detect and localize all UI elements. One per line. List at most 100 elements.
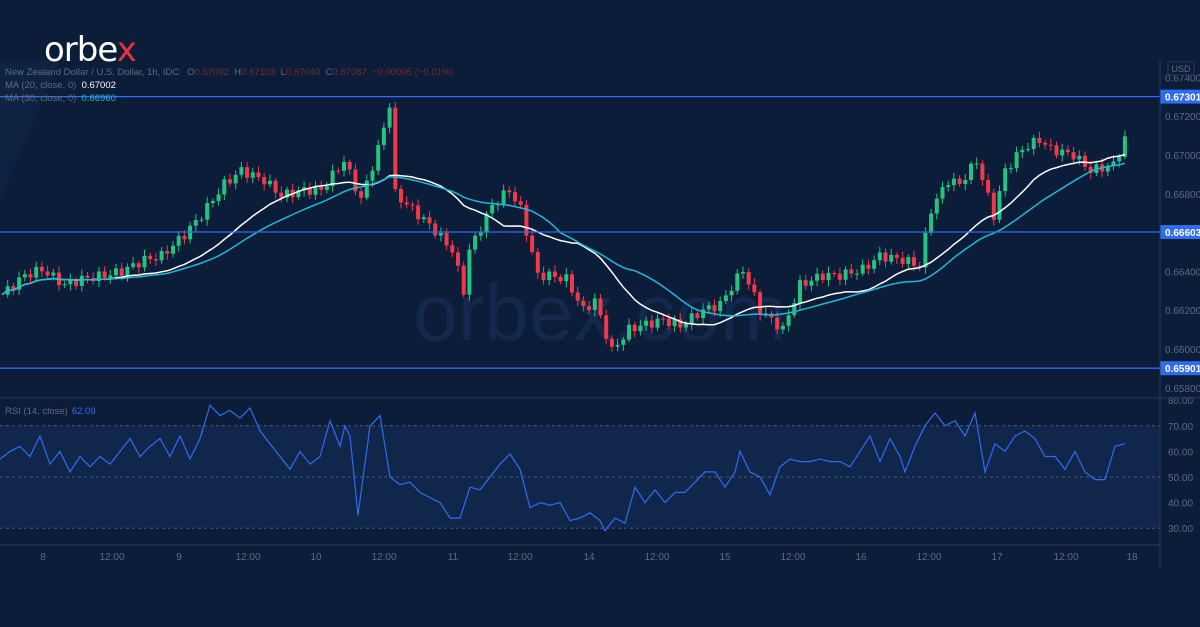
- candle-body: [28, 274, 33, 278]
- chart-legend: New Zealand Dollar / U.S. Dollar, 1h, ID…: [5, 66, 453, 105]
- candle-body: [951, 178, 956, 186]
- rsi-line: [0, 404, 1126, 532]
- candle-body: [68, 280, 73, 285]
- candle-body: [427, 217, 432, 224]
- candle-body: [456, 252, 460, 266]
- candle-body: [746, 271, 751, 285]
- candle-body: [438, 232, 443, 236]
- candle-body: [1014, 152, 1019, 169]
- candle-body: [17, 277, 22, 290]
- candle-body: [837, 273, 842, 280]
- ma20-label: MA (20, close, 0): [5, 80, 77, 91]
- candle-body: [946, 185, 951, 188]
- candle-body: [1122, 136, 1127, 157]
- candle-body: [957, 178, 962, 185]
- candle-body: [723, 295, 728, 301]
- candle-body: [153, 258, 158, 261]
- level-price-label: 0.67301: [1165, 93, 1200, 104]
- candle-body: [969, 163, 973, 181]
- rsi-tick-label: 50.00: [1168, 473, 1193, 484]
- candle-body: [353, 169, 358, 192]
- candle-body: [615, 344, 620, 347]
- rsi-label: RSI (14, close): [5, 406, 68, 417]
- candle-body: [917, 265, 922, 268]
- candle-body: [666, 318, 671, 327]
- candle-body: [718, 300, 723, 312]
- candle-body: [535, 251, 540, 273]
- candle-body: [672, 319, 677, 327]
- candle-body: [1060, 149, 1065, 156]
- symbol-name[interactable]: New Zealand Dollar / U.S. Dollar, 1h, ID…: [5, 67, 180, 78]
- candle-body: [262, 176, 267, 185]
- candle-body: [313, 186, 318, 195]
- high-label: H: [234, 67, 242, 78]
- candle-body: [421, 217, 426, 220]
- time-tick-label: 12:00: [235, 552, 260, 563]
- candle-body: [364, 180, 369, 198]
- candle-body: [176, 235, 181, 246]
- candle-body: [507, 190, 512, 193]
- time-tick-label: 18: [1126, 552, 1138, 563]
- candle-body: [843, 269, 848, 280]
- candle-body: [171, 245, 175, 254]
- orbex-logo: orbex: [44, 30, 137, 70]
- candle-body: [302, 187, 307, 191]
- candle-body: [330, 170, 335, 187]
- candle-body: [376, 145, 381, 171]
- candle-body: [1065, 149, 1070, 153]
- level-price-badge: [1160, 361, 1200, 376]
- candle-body: [1003, 168, 1008, 192]
- ma20-row[interactable]: MA (20, close, 0) 0.67002: [5, 79, 453, 92]
- candle-body: [1077, 155, 1082, 160]
- candle-body: [387, 107, 392, 128]
- price-tick-label: 0.66800: [1165, 190, 1200, 201]
- candle-body: [79, 275, 84, 286]
- currency-label: USD: [1171, 64, 1191, 74]
- candle-body: [393, 107, 398, 189]
- candle-body: [570, 274, 574, 293]
- candle-body: [889, 254, 894, 262]
- candle-body: [866, 264, 871, 269]
- candle-body: [165, 251, 170, 254]
- candle-body: [689, 313, 694, 324]
- candle-body: [342, 161, 346, 171]
- candle-body: [587, 306, 592, 310]
- candle-body: [706, 305, 711, 310]
- time-tick-label: 8: [40, 552, 46, 563]
- time-tick-label: 15: [719, 552, 731, 563]
- candle-body: [216, 194, 221, 201]
- candle-body: [228, 179, 232, 184]
- low-value: 0.67040: [285, 67, 321, 78]
- candle-body: [741, 271, 745, 274]
- time-tick-label: 12:00: [916, 552, 941, 563]
- time-tick-label: 14: [583, 552, 595, 563]
- candle-body: [655, 318, 660, 328]
- time-tick-label: 10: [310, 552, 322, 563]
- candle-body: [1071, 152, 1076, 160]
- candle-body: [250, 172, 255, 178]
- candle-body: [832, 272, 837, 274]
- candle-body: [404, 202, 409, 205]
- ma30-row[interactable]: MA (30, close, 0) 0.66960: [5, 92, 453, 105]
- candle-body: [695, 313, 700, 319]
- candle-body: [547, 271, 552, 281]
- rsi-tick-label: 40.00: [1168, 499, 1193, 510]
- candle-body: [513, 192, 517, 202]
- candle-body: [199, 219, 204, 221]
- time-tick-label: 12:00: [99, 552, 124, 563]
- candle-body: [85, 275, 90, 278]
- candle-body: [210, 200, 215, 204]
- candle-body: [245, 167, 250, 178]
- candle-body: [792, 303, 797, 316]
- candle-body: [923, 232, 928, 268]
- change-value: −0.00005 (−0.01%): [372, 67, 454, 78]
- price-tick-label: 0.66000: [1165, 345, 1200, 356]
- ohlc-row: New Zealand Dollar / U.S. Dollar, 1h, ID…: [5, 66, 453, 79]
- rsi-legend[interactable]: RSI (14, close) 62.09: [5, 406, 96, 417]
- candle-body: [142, 255, 147, 268]
- candle-body: [461, 265, 466, 295]
- candle-body: [524, 204, 529, 236]
- candle-body: [894, 254, 899, 258]
- candle-body: [1020, 149, 1025, 153]
